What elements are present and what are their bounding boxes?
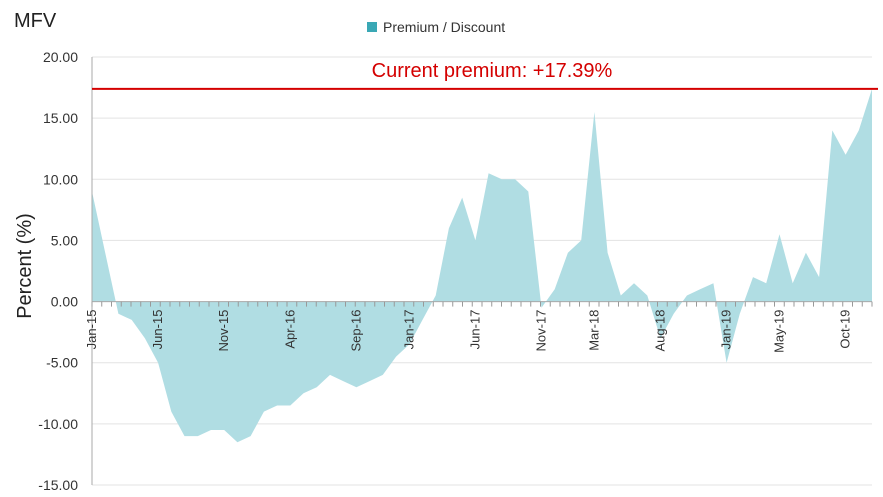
legend-swatch: [367, 22, 377, 32]
legend[interactable]: Premium / Discount: [367, 19, 505, 35]
x-tick-label: Nov-17: [533, 310, 548, 352]
x-tick-label: Nov-15: [216, 310, 231, 352]
x-tick-label: Jun-15: [150, 310, 165, 350]
y-tick-label: -15.00: [38, 477, 78, 493]
premium-discount-area: [92, 88, 872, 443]
legend-label: Premium / Discount: [383, 19, 505, 35]
x-tick-label: Apr-16: [282, 310, 297, 349]
y-axis-title: Percent (%): [14, 213, 36, 319]
y-tick-label: 5.00: [51, 232, 78, 248]
y-tick-label: -10.00: [38, 416, 78, 432]
y-tick-label: 0.00: [51, 294, 78, 310]
y-tick-labels: 20.00 15.00 10.00 5.00 0.00 -5.00 -10.00 -15.00: [38, 49, 78, 493]
x-tick-label: Jan-17: [401, 310, 416, 350]
y-tick-label: 15.00: [43, 110, 78, 126]
x-tick-label: May-19: [771, 310, 786, 353]
y-tick-label: 10.00: [43, 171, 78, 187]
axes: [91, 57, 873, 485]
current-premium-annotation: Current premium: +17.39%: [372, 60, 613, 82]
x-tick-label: Mar-18: [586, 310, 601, 351]
x-tick-labels: Jan-15 Jun-15 Nov-15 Apr-16 Sep-16 Jan-17 Jun-…: [84, 310, 853, 353]
series-area: [92, 88, 872, 443]
x-tick-label: Jun-17: [467, 310, 482, 350]
y-tick-label: 20.00: [43, 49, 78, 65]
x-tick-label: Jan-15: [84, 310, 99, 350]
fund-ticker-title: MFV: [14, 10, 57, 32]
x-tick-label: Aug-18: [652, 310, 667, 352]
x-tick-label: Jan-19: [719, 310, 734, 350]
x-tick-label: Sep-16: [348, 310, 363, 352]
x-tick-label: Oct-19: [838, 310, 853, 349]
y-tick-label: -5.00: [46, 355, 78, 371]
